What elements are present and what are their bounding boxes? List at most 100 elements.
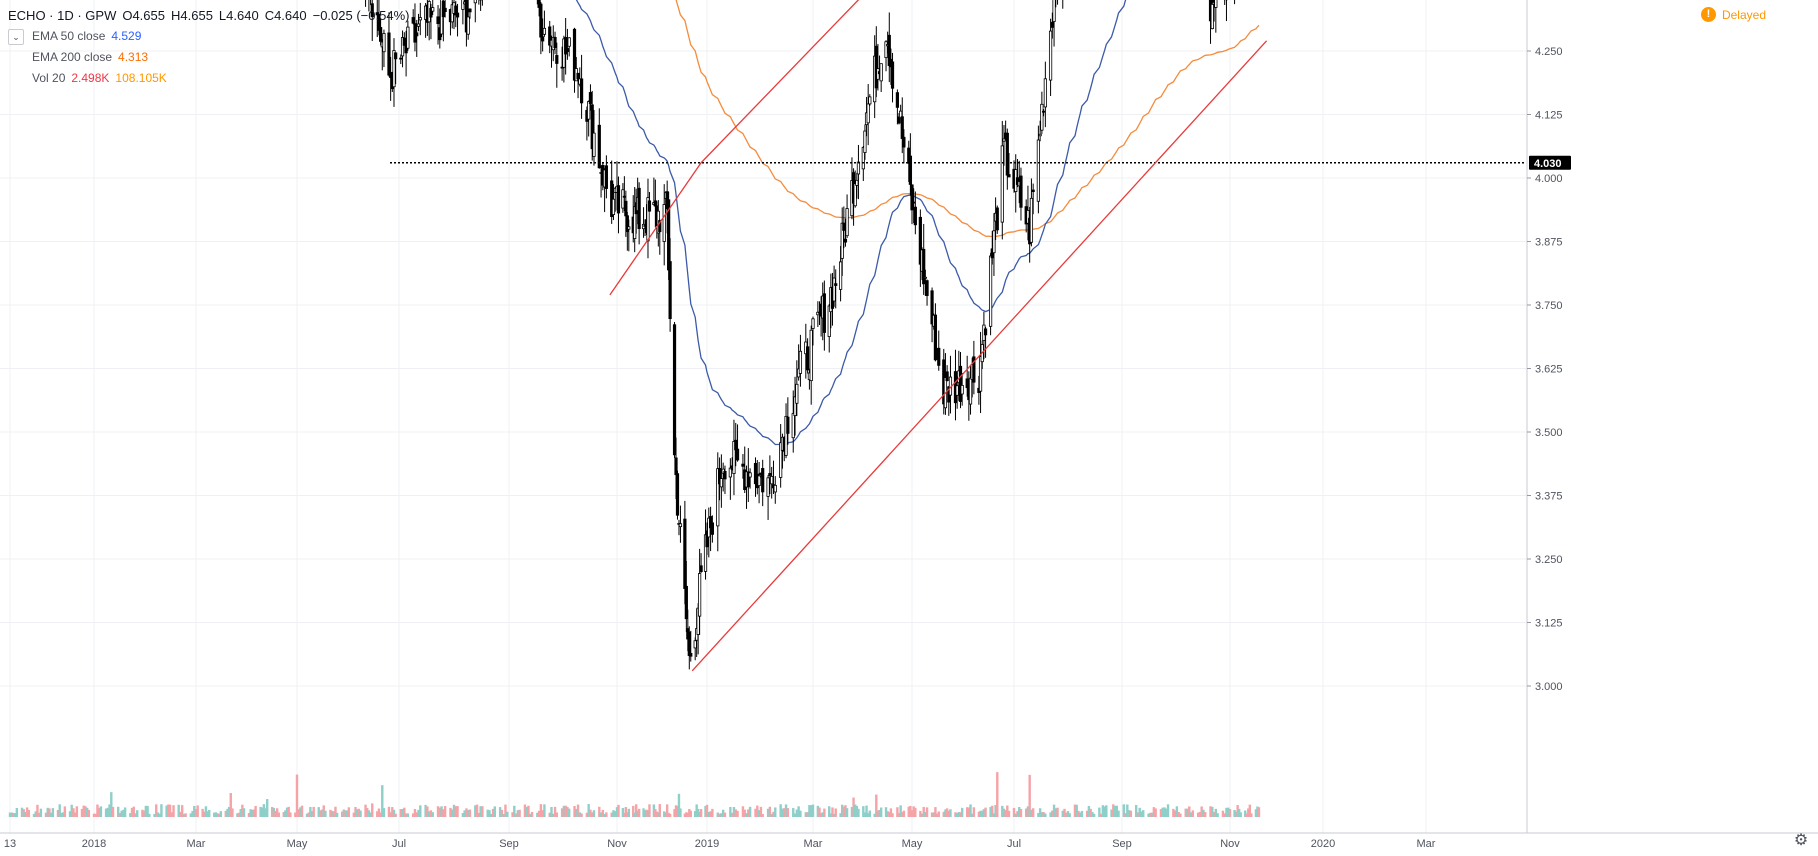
indicator-row-ema200[interactable]: EMA 200 close 4.313 — [8, 48, 415, 67]
volume-bar — [239, 809, 242, 817]
candle — [678, 505, 683, 543]
volume-bar — [605, 812, 608, 817]
volume-bar — [1154, 808, 1157, 817]
volume-bar — [1184, 808, 1187, 817]
price-tick-label: 3.500 — [1535, 427, 1563, 439]
candle — [1029, 178, 1034, 247]
time-tick-label: Mar — [1417, 838, 1436, 850]
volume-bar — [82, 805, 85, 817]
volume-bar — [352, 812, 356, 817]
volume-bar — [955, 813, 959, 817]
volume-bar — [377, 808, 381, 817]
candle — [717, 457, 722, 501]
volume-bar — [274, 810, 277, 817]
candle — [479, 0, 483, 11]
volume-bar — [129, 813, 132, 817]
volume-bar — [959, 812, 962, 817]
volume-bar — [403, 807, 406, 817]
candle — [992, 213, 996, 276]
volume-bar — [989, 806, 992, 817]
volume-bar — [698, 811, 701, 817]
volume-bar — [342, 809, 346, 817]
volume-bar — [949, 809, 952, 817]
candle — [658, 219, 662, 255]
volume-bar — [518, 809, 521, 817]
candle — [716, 452, 720, 552]
candle — [710, 515, 714, 543]
candle — [464, 0, 469, 47]
volume-bar — [299, 807, 302, 817]
volume-bar — [878, 809, 881, 817]
volume-bar — [1014, 813, 1017, 817]
indicator-row-ema50[interactable]: ⌄ EMA 50 close 4.529 — [8, 27, 415, 46]
candle — [604, 155, 608, 199]
volume-bar — [960, 807, 964, 817]
volume-bar — [411, 813, 415, 817]
volume-bar — [426, 806, 429, 817]
candle — [382, 29, 386, 68]
volume-bar — [743, 809, 746, 817]
volume-bar — [72, 808, 75, 817]
indicator-row-volume[interactable]: Vol 20 2.498K 108.105K — [8, 69, 415, 88]
gear-icon[interactable]: ⚙ — [1793, 832, 1809, 849]
volume-bar — [704, 806, 707, 817]
candle — [539, 2, 543, 55]
volume-bar — [94, 813, 97, 817]
volume-bar — [902, 810, 906, 817]
volume-bar — [1198, 811, 1202, 817]
volume-bar — [879, 807, 883, 817]
volume-bar — [504, 804, 507, 817]
candle — [923, 269, 927, 296]
volume-bar — [262, 804, 266, 817]
volume-bar — [160, 804, 163, 817]
volume-bar — [550, 806, 553, 817]
volume-bar — [686, 812, 690, 817]
candle — [843, 218, 848, 247]
candle — [1214, 0, 1218, 33]
volume-bar — [118, 812, 122, 817]
candle — [735, 424, 740, 462]
delayed-badge[interactable]: ! Delayed — [1700, 7, 1766, 22]
trend-line — [691, 40, 1268, 672]
volume-bar — [736, 810, 739, 817]
volume-bar — [664, 812, 667, 817]
symbol-label[interactable]: ECHO · 1D · GPW — [8, 8, 117, 23]
candle — [637, 182, 641, 245]
candle — [542, 10, 547, 37]
candle — [908, 133, 912, 196]
volume-bar — [627, 808, 631, 817]
volume-bar — [24, 812, 27, 817]
volume-bar — [541, 810, 544, 817]
candle — [698, 548, 702, 635]
volume-bar — [1209, 806, 1212, 817]
volume-bar — [634, 804, 638, 817]
volume-bar — [87, 809, 91, 817]
chevron-down-icon[interactable]: ⌄ — [8, 28, 24, 45]
volume-bar — [1122, 804, 1125, 817]
candle — [576, 72, 580, 99]
volume-bar — [552, 813, 555, 817]
candle — [753, 457, 758, 497]
volume-bar — [599, 812, 603, 817]
candle — [411, 9, 415, 25]
volume-bar — [637, 808, 641, 817]
volume-bar — [500, 809, 504, 817]
volume-bar — [937, 811, 940, 817]
volume-bar — [970, 813, 974, 817]
volume-bar — [335, 812, 339, 817]
volume-bar — [969, 804, 972, 817]
candle — [394, 52, 398, 85]
volume-bar — [1042, 812, 1045, 817]
candle — [809, 325, 813, 405]
chart-grid — [0, 0, 1526, 833]
volume-bar — [1040, 812, 1044, 817]
volume-bar — [148, 813, 151, 817]
volume-bar — [251, 809, 254, 817]
candle — [436, 5, 440, 45]
price-tick-label: 3.000 — [1535, 681, 1563, 693]
candle — [768, 455, 772, 495]
candle — [1000, 120, 1004, 240]
volume-bar — [514, 813, 518, 817]
volume-bar — [991, 805, 994, 817]
